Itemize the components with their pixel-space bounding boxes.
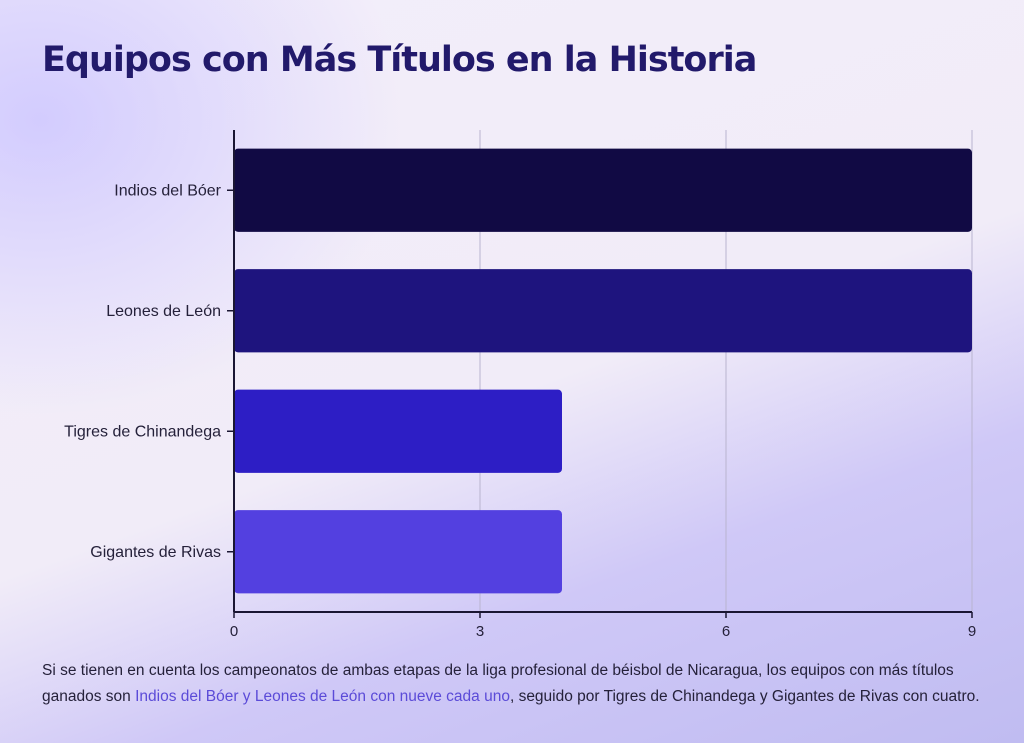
chart-caption: Si se tienen en cuenta los campeonatos d… [42,658,982,710]
bar-3 [234,389,562,473]
bar-4 [234,510,562,594]
x-tick-label-0: 0 [230,623,238,640]
caption-text-after: , seguido por Tigres de Chinandega y Gig… [509,688,980,705]
category-label-1: Indios del Bóer [114,182,221,199]
category-label-4: Gigantes de Rivas [90,544,221,561]
x-tick-label-9: 9 [968,623,976,640]
chart-title: Equipos con Más Títulos en la Historia [42,40,757,80]
bar-chart: 0 3 6 9 Indios del Bóer Leones de León Tigres … [64,130,976,640]
category-label-2: Leones de León [106,303,221,320]
bars [234,148,972,594]
x-tick-label-6: 6 [722,623,730,640]
x-tick-label-3: 3 [476,623,484,640]
caption-highlight: Indios del Bóer y Leones de León con nue… [135,688,510,705]
category-label-3: Tigres de Chinandega [64,423,221,440]
bar-2 [234,269,972,353]
axes: 0 3 6 9 Indios del Bóer Leones de León Tigres … [64,130,976,640]
bar-1 [234,148,972,232]
caption-text-before: Si se tienen en cuenta los campeonatos d… [42,662,954,705]
